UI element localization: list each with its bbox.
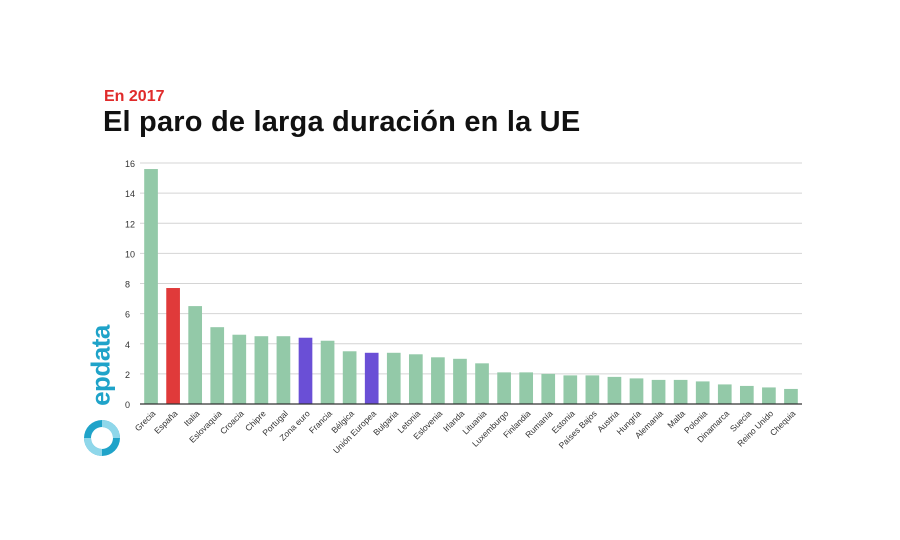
y-tick-label: 6 bbox=[125, 310, 130, 320]
bar bbox=[607, 376, 622, 404]
bar bbox=[232, 334, 247, 404]
x-tick-label: Francia bbox=[307, 408, 334, 435]
bar bbox=[651, 379, 666, 404]
bar bbox=[497, 372, 511, 404]
grid-lines bbox=[140, 162, 802, 375]
bar bbox=[276, 336, 291, 404]
bar bbox=[585, 375, 600, 404]
x-tick-label: España bbox=[152, 408, 180, 436]
bar bbox=[408, 354, 423, 404]
logo-text: epdata bbox=[85, 325, 116, 406]
bar bbox=[762, 387, 776, 404]
bar bbox=[475, 363, 489, 404]
bar bbox=[166, 288, 180, 404]
bar bbox=[254, 336, 269, 404]
y-tick-label: 4 bbox=[125, 340, 130, 350]
bar bbox=[431, 357, 445, 404]
logo-mark-icon bbox=[84, 420, 120, 456]
x-tick-label: Croacia bbox=[218, 408, 246, 436]
x-tick-label: Bulgaria bbox=[371, 408, 400, 437]
y-axis-tick-labels: 0 2 4 6 8 10 12 14 16 bbox=[125, 159, 135, 410]
y-tick-label: 12 bbox=[125, 219, 135, 229]
chart-subtitle: En 2017 bbox=[104, 88, 165, 105]
y-tick-label: 10 bbox=[125, 249, 135, 259]
bar bbox=[188, 306, 203, 404]
bar bbox=[784, 388, 798, 404]
y-tick-label: 14 bbox=[125, 189, 135, 199]
y-tick-label: 8 bbox=[125, 280, 130, 290]
bar bbox=[453, 358, 467, 404]
epdata-logo: epdata bbox=[80, 325, 122, 460]
bar bbox=[541, 373, 556, 404]
bar bbox=[695, 381, 710, 404]
bar bbox=[519, 372, 534, 404]
bar bbox=[298, 337, 313, 404]
bar bbox=[364, 352, 379, 404]
bar bbox=[210, 327, 225, 404]
bar bbox=[739, 385, 754, 404]
bar bbox=[673, 379, 688, 404]
y-tick-label: 16 bbox=[125, 159, 135, 169]
y-tick-label: 2 bbox=[125, 370, 130, 380]
bar bbox=[629, 378, 644, 404]
bar bbox=[320, 340, 335, 404]
bar bbox=[717, 384, 732, 404]
bar bbox=[386, 352, 401, 404]
bar bbox=[342, 351, 357, 404]
bar bbox=[563, 375, 578, 404]
bar bbox=[144, 169, 158, 404]
chart-title: El paro de larga duración en la UE bbox=[103, 106, 581, 138]
y-tick-label: 0 bbox=[125, 400, 130, 410]
bars bbox=[144, 169, 798, 404]
